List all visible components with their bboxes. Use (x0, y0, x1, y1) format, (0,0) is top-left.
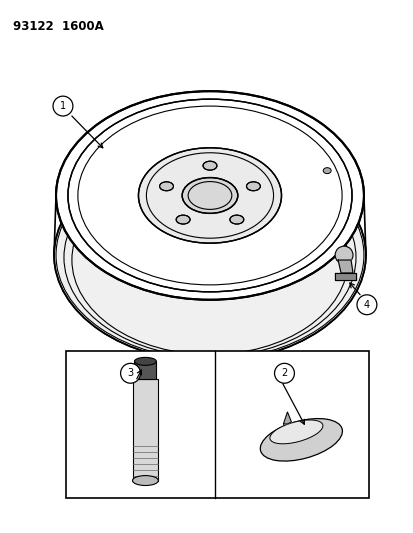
Ellipse shape (56, 91, 363, 300)
Circle shape (335, 246, 352, 264)
Ellipse shape (138, 148, 281, 243)
Text: 1: 1 (60, 101, 66, 111)
Ellipse shape (260, 418, 342, 461)
Ellipse shape (68, 99, 351, 292)
Ellipse shape (54, 149, 365, 361)
Ellipse shape (202, 161, 216, 170)
Ellipse shape (323, 168, 330, 174)
Bar (134, 361, 156, 379)
Circle shape (356, 295, 376, 314)
Ellipse shape (132, 475, 158, 486)
Circle shape (53, 96, 73, 116)
Ellipse shape (269, 420, 322, 444)
Bar (132, 379, 158, 481)
Ellipse shape (134, 358, 156, 365)
Text: 4: 4 (363, 300, 369, 310)
Polygon shape (335, 273, 355, 280)
Text: 3: 3 (127, 368, 133, 378)
Circle shape (274, 364, 294, 383)
Ellipse shape (176, 215, 190, 224)
Ellipse shape (246, 182, 260, 191)
Ellipse shape (229, 215, 243, 224)
Text: 93122  1600A: 93122 1600A (13, 20, 104, 33)
Circle shape (120, 364, 140, 383)
Ellipse shape (159, 182, 173, 191)
Polygon shape (337, 260, 352, 273)
Ellipse shape (182, 177, 237, 213)
Bar (66, 351, 368, 498)
Text: 2: 2 (281, 368, 287, 378)
Polygon shape (283, 412, 291, 424)
